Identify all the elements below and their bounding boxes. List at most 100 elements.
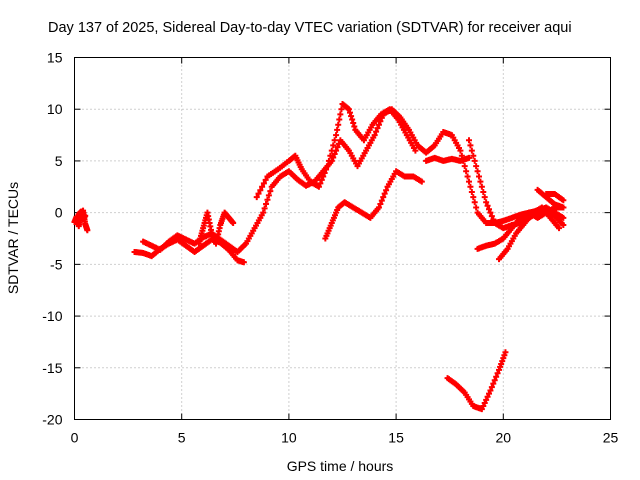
- series-arc-6: [253, 101, 419, 201]
- series-arc-8: [423, 154, 472, 164]
- data-point: [490, 380, 497, 387]
- data-point: [262, 176, 269, 183]
- y-tick-label: 5: [55, 153, 63, 169]
- plot-frame: [74, 57, 611, 420]
- series-arc-13: [543, 191, 567, 204]
- data-point: [467, 142, 474, 149]
- data-point: [463, 168, 470, 175]
- data-point: [240, 259, 247, 266]
- data-point: [381, 190, 388, 197]
- data-point: [317, 180, 324, 187]
- data-point: [263, 201, 270, 208]
- data-point: [351, 123, 358, 130]
- data-point: [560, 197, 567, 204]
- data-point: [465, 137, 472, 144]
- data-point: [375, 204, 382, 211]
- data-point: [378, 197, 385, 204]
- y-axis-label: SDTVAR / TECUs: [5, 182, 21, 294]
- data-point: [333, 132, 340, 139]
- series-arc-5: [195, 209, 237, 247]
- data-point: [560, 204, 567, 211]
- data-point: [481, 194, 488, 201]
- x-tick-label: 25: [603, 430, 619, 446]
- series-arc-14: [444, 349, 509, 413]
- data-point: [478, 183, 485, 190]
- data-point: [347, 109, 354, 116]
- data-point: [474, 168, 481, 175]
- series-arc-7: [322, 168, 425, 242]
- data-point: [494, 370, 501, 377]
- data-point: [380, 194, 387, 201]
- data-point: [502, 349, 509, 356]
- data-point: [336, 116, 343, 123]
- data-point: [461, 163, 468, 170]
- data-point: [470, 152, 477, 159]
- data-point: [471, 199, 478, 206]
- x-axis-label: GPS time / hours: [287, 458, 394, 474]
- data-point: [470, 194, 477, 201]
- data-point: [471, 157, 478, 164]
- data-point: [556, 225, 563, 232]
- data-point: [480, 188, 487, 195]
- data-point: [484, 202, 491, 209]
- y-tick-label: 10: [47, 101, 63, 117]
- data-point: [267, 188, 274, 195]
- data-point: [383, 187, 390, 194]
- data-point: [257, 187, 264, 194]
- data-point: [328, 147, 335, 154]
- data-point: [321, 169, 328, 176]
- data-point: [377, 201, 384, 208]
- data-point: [253, 194, 260, 201]
- data-point: [468, 147, 475, 154]
- data-point: [324, 163, 331, 170]
- data-point: [473, 204, 480, 211]
- x-tick-label: 15: [388, 430, 404, 446]
- data-point: [465, 178, 472, 185]
- data-point: [335, 121, 342, 128]
- x-tick-label: 20: [496, 430, 512, 446]
- data-point: [84, 227, 91, 234]
- data-point: [334, 126, 341, 133]
- data-point: [486, 206, 493, 213]
- data-point: [478, 406, 485, 413]
- y-tick-label: -20: [42, 412, 62, 428]
- data-point: [315, 183, 322, 190]
- data-point: [488, 213, 495, 220]
- data-point: [334, 144, 341, 151]
- chart-title: Day 137 of 2025, Sidereal Day-to-day VTE…: [48, 20, 572, 36]
- data-point: [82, 212, 89, 219]
- data-point: [477, 178, 484, 185]
- data-point: [487, 209, 494, 216]
- y-tick-label: -15: [42, 360, 62, 376]
- x-tick-label: 0: [71, 430, 79, 446]
- data-point: [487, 387, 494, 394]
- data-point: [260, 209, 267, 216]
- data-point: [481, 399, 488, 406]
- data-point: [230, 219, 237, 226]
- data-point: [331, 151, 338, 158]
- series-arc-11: [496, 204, 563, 263]
- data-point: [261, 205, 268, 212]
- data-point: [480, 403, 487, 410]
- data-point: [255, 190, 262, 197]
- data-point: [349, 116, 356, 123]
- data-series: [71, 101, 567, 413]
- y-tick-label: -5: [50, 256, 63, 272]
- data-point: [418, 178, 425, 185]
- data-point: [320, 173, 327, 180]
- data-point: [327, 152, 334, 159]
- data-point: [348, 113, 355, 120]
- data-point: [337, 111, 344, 118]
- data-point: [259, 183, 266, 190]
- data-point: [325, 157, 332, 164]
- data-point: [490, 216, 497, 223]
- x-tick-label: 10: [281, 430, 297, 446]
- data-point: [371, 132, 378, 139]
- data-point: [375, 121, 382, 128]
- y-tick-label: 0: [55, 205, 63, 221]
- y-tick-label: -10: [42, 308, 62, 324]
- x-tick-label: 5: [178, 430, 186, 446]
- data-point: [488, 384, 495, 391]
- data-point: [483, 199, 490, 206]
